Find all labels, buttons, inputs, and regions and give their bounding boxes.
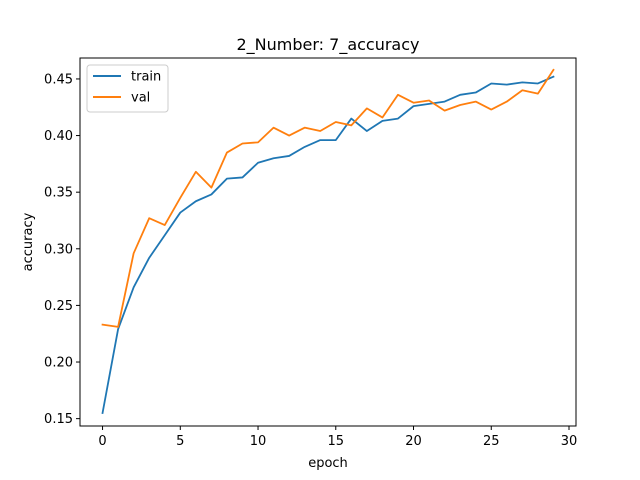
plot-frame bbox=[79, 57, 577, 427]
x-tick-label: 30 bbox=[561, 434, 578, 449]
y-tick-label: 0.40 bbox=[44, 129, 73, 144]
series-line-val bbox=[101, 68, 555, 328]
x-tick-label: 5 bbox=[176, 434, 184, 449]
y-tick-label: 0.20 bbox=[44, 356, 73, 371]
legend: train val bbox=[86, 64, 169, 113]
x-tick-label: 0 bbox=[98, 434, 106, 449]
y-tick-label: 0.45 bbox=[44, 72, 73, 87]
x-axis: 0 5 10 15 20 25 30 bbox=[98, 426, 577, 449]
legend-label-train: train bbox=[131, 70, 161, 85]
y-tick-label: 0.15 bbox=[44, 412, 73, 427]
legend-label-val: val bbox=[131, 91, 150, 106]
x-tick-label: 10 bbox=[250, 434, 267, 449]
series-line-train bbox=[101, 75, 555, 415]
y-tick-label: 0.30 bbox=[44, 242, 73, 257]
x-tick-label: 20 bbox=[405, 434, 422, 449]
x-tick-label: 15 bbox=[328, 434, 345, 449]
chart-title: 2_Number: 7_accuracy bbox=[236, 35, 419, 55]
y-axis: 0.15 0.20 0.25 0.30 0.35 0.40 0.45 bbox=[44, 72, 80, 427]
x-tick-label: 25 bbox=[483, 434, 500, 449]
y-axis-label: accuracy bbox=[21, 212, 36, 271]
y-tick-label: 0.35 bbox=[44, 186, 73, 201]
x-axis-label: epoch bbox=[308, 456, 348, 471]
series-layer bbox=[101, 68, 555, 415]
y-tick-label: 0.25 bbox=[44, 299, 73, 314]
